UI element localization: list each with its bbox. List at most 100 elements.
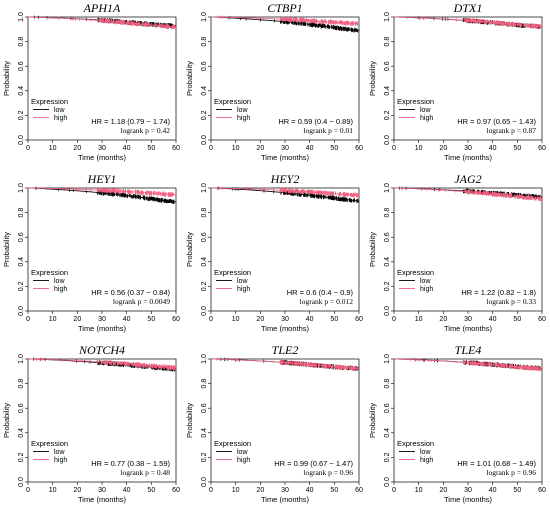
x-tick-label: 10 (232, 487, 240, 494)
x-tick-label: 60 (172, 487, 180, 494)
legend-label-low: low (54, 449, 65, 456)
legend-title: Expression (214, 97, 251, 106)
x-tick-label: 40 (489, 316, 497, 323)
panel-title: APH1A (83, 1, 121, 15)
y-tick-label: 0.4 (201, 86, 208, 96)
y-tick-label: 0.2 (384, 110, 391, 120)
x-tick-label: 20 (439, 316, 447, 323)
x-tick-label: 60 (538, 145, 546, 152)
y-tick-label: 0.4 (201, 428, 208, 438)
legend-label-low: low (420, 107, 431, 114)
y-tick-label: 1.0 (201, 354, 208, 364)
y-tick-label: 1.0 (384, 183, 391, 193)
y-tick-label: 0.8 (18, 208, 25, 218)
x-tick-label: 30 (281, 145, 289, 152)
censor-marks-high (406, 15, 541, 29)
y-tick-label: 0.6 (201, 61, 208, 71)
km-panel: DTX1 0.0 0.2 0.4 0.6 0.8 1.0 0 10 20 30 40 50 60 Time … (368, 1, 546, 162)
y-tick-label: 0.2 (18, 110, 25, 120)
x-tick-label: 0 (392, 145, 396, 152)
y-tick-label: 0.0 (18, 306, 25, 316)
legend-label-high: high (420, 115, 433, 122)
legend-label-low: low (54, 278, 65, 285)
legend-label-low: low (237, 449, 248, 456)
x-tick-label: 50 (513, 145, 521, 152)
y-tick-label: 1.0 (18, 183, 25, 193)
x-tick-label: 0 (26, 487, 30, 494)
y-tick-label: 0.8 (201, 379, 208, 389)
legend-label-high: high (237, 115, 250, 122)
legend-label-high: high (54, 115, 67, 122)
x-tick-label: 50 (330, 316, 338, 323)
y-tick-label: 0.0 (384, 477, 391, 487)
censor-marks-low (34, 15, 174, 29)
y-tick-label: 0.8 (201, 208, 208, 218)
y-tick-label: 0.2 (384, 452, 391, 462)
x-tick-label: 20 (73, 487, 81, 494)
legend-label-high: high (420, 286, 433, 293)
x-axis-label: Time (months) (78, 495, 127, 504)
hazard-ratio-text: HR = 1.01 (0.68 − 1.49) (457, 459, 536, 468)
x-tick-label: 60 (538, 316, 546, 323)
legend-title: Expression (31, 268, 68, 277)
x-tick-label: 30 (98, 145, 106, 152)
logrank-p-text: logrank p = 0.42 (120, 126, 170, 135)
y-tick-label: 0.0 (18, 135, 25, 145)
x-tick-label: 10 (49, 316, 57, 323)
censor-marks-high (36, 357, 176, 371)
legend-label-high: high (237, 286, 250, 293)
x-tick-label: 20 (256, 145, 264, 152)
km-panel: HEY1 0.0 0.2 0.4 0.6 0.8 1.0 0 10 20 30 40 50 60 Time … (2, 172, 180, 333)
censor-marks-high (216, 357, 357, 371)
legend-label-low: low (54, 107, 65, 114)
x-tick-label: 30 (281, 487, 289, 494)
panel-title: HEY2 (270, 172, 300, 186)
legend-label-low: low (420, 278, 431, 285)
km-panel: NOTCH4 0.0 0.2 0.4 0.6 0.8 1.0 0 10 20 30 40 50 60 Tim… (2, 343, 180, 504)
censor-marks-high (57, 16, 176, 30)
x-tick-label: 20 (439, 487, 447, 494)
x-tick-label: 0 (392, 316, 396, 323)
x-tick-label: 0 (26, 316, 30, 323)
legend-title: Expression (397, 268, 434, 277)
x-tick-label: 20 (73, 145, 81, 152)
x-tick-label: 0 (209, 487, 213, 494)
km-panel: HEY2 0.0 0.2 0.4 0.6 0.8 1.0 0 10 20 30 40 50 60 Time … (185, 172, 363, 333)
y-tick-label: 0.4 (18, 428, 25, 438)
y-tick-label: 0.6 (18, 61, 25, 71)
x-tick-label: 50 (330, 145, 338, 152)
x-tick-label: 10 (415, 316, 423, 323)
x-tick-label: 50 (513, 487, 521, 494)
hazard-ratio-text: HR = 0.77 (0.38 − 1.59) (91, 459, 170, 468)
y-tick-label: 0.0 (201, 306, 208, 316)
x-tick-label: 60 (172, 145, 180, 152)
x-tick-label: 0 (26, 145, 30, 152)
legend-title: Expression (397, 97, 434, 106)
y-axis-label: Probability (185, 403, 194, 438)
logrank-p-text: logrank p = 0.012 (300, 297, 354, 306)
x-tick-label: 30 (98, 487, 106, 494)
y-tick-label: 0.6 (201, 232, 208, 242)
km-panel: TLE4 0.0 0.2 0.4 0.6 0.8 1.0 0 10 20 30 40 50 60 Time … (368, 343, 546, 504)
y-tick-label: 0.2 (384, 281, 391, 291)
logrank-p-text: logrank p = 0.87 (486, 126, 536, 135)
panel-title: TLE4 (455, 343, 482, 357)
x-tick-label: 10 (415, 487, 423, 494)
y-tick-label: 0.6 (18, 403, 25, 413)
x-axis-label: Time (months) (444, 153, 493, 162)
y-tick-label: 0.2 (18, 281, 25, 291)
panel-title: DTX1 (453, 1, 483, 15)
km-panel: JAG2 0.0 0.2 0.4 0.6 0.8 1.0 0 10 20 30 40 50 60 Time … (368, 172, 546, 333)
legend-title: Expression (214, 268, 251, 277)
x-tick-label: 40 (306, 316, 314, 323)
x-tick-label: 40 (123, 145, 131, 152)
y-tick-label: 0.2 (201, 110, 208, 120)
x-tick-label: 50 (147, 145, 155, 152)
x-tick-label: 20 (439, 145, 447, 152)
x-axis-label: Time (months) (78, 324, 127, 333)
legend-label-high: high (420, 457, 433, 464)
x-tick-label: 30 (98, 316, 106, 323)
x-tick-label: 60 (172, 316, 180, 323)
legend-label-high: high (54, 457, 67, 464)
censor-marks-high (46, 186, 174, 197)
